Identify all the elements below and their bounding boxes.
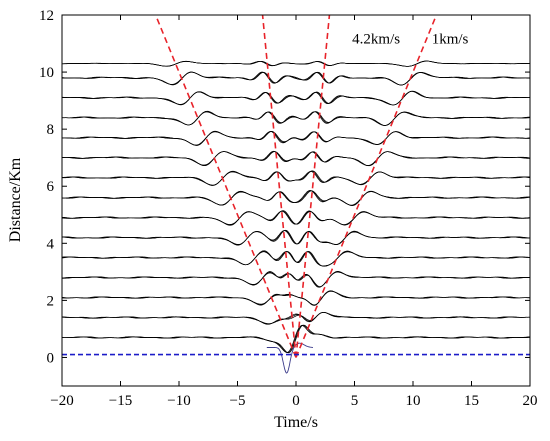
velocity-label-1: 1km/s	[432, 32, 469, 48]
trace-line	[62, 60, 530, 67]
x-tick-label: 15	[464, 393, 479, 409]
velocity-line-right	[295, 15, 438, 358]
x-axis-label: Time/s	[274, 414, 318, 431]
x-tick-label: 5	[351, 393, 359, 409]
y-tick-label: 2	[47, 293, 55, 309]
velocity-label-group: 4.2km/s 1km/s	[352, 32, 468, 48]
y-tick-label: 8	[47, 122, 55, 138]
x-tick-label: 20	[523, 393, 538, 409]
trace-line	[62, 325, 530, 353]
trace-line	[62, 71, 530, 86]
trace-line	[62, 210, 530, 226]
velocity-label-4-2: 4.2km/s	[352, 32, 400, 48]
y-axis: 0 2 4 6 8 10 12	[39, 8, 530, 366]
velocity-line-left	[154, 15, 297, 358]
plot-background	[62, 15, 530, 386]
velocity-line-group	[154, 15, 438, 358]
trace-line	[62, 91, 530, 106]
x-tick-label: −20	[50, 393, 73, 409]
x-tick-label: −15	[109, 393, 132, 409]
trace-line	[62, 111, 530, 126]
x-tick-label: 10	[406, 393, 421, 409]
trace-line	[62, 311, 530, 325]
trace-line	[62, 131, 530, 146]
x-tick-label: −10	[167, 393, 190, 409]
y-tick-label: 6	[47, 179, 55, 195]
y-tick-label: 0	[47, 350, 55, 366]
y-tick-label: 4	[47, 236, 55, 252]
y-axis-label: Distance/Km	[7, 157, 24, 242]
velocity-line-right	[295, 15, 331, 358]
y-tick-label: 12	[39, 8, 54, 24]
source-pulse	[266, 342, 313, 374]
trace-line	[62, 150, 530, 166]
trace-line	[62, 230, 530, 246]
trace-line	[62, 190, 530, 206]
trace-line	[62, 170, 530, 186]
x-axis: −20 −15 −10 −5 0 5 10 15 20	[50, 15, 538, 409]
trace-line	[62, 250, 530, 267]
velocity-line-left	[261, 15, 297, 358]
trace-group	[62, 60, 530, 374]
trace-line	[62, 271, 530, 288]
y-tick-label: 10	[39, 65, 54, 81]
x-tick-label: 0	[292, 393, 300, 409]
trace-line	[62, 290, 530, 306]
x-tick-label: −5	[230, 393, 246, 409]
